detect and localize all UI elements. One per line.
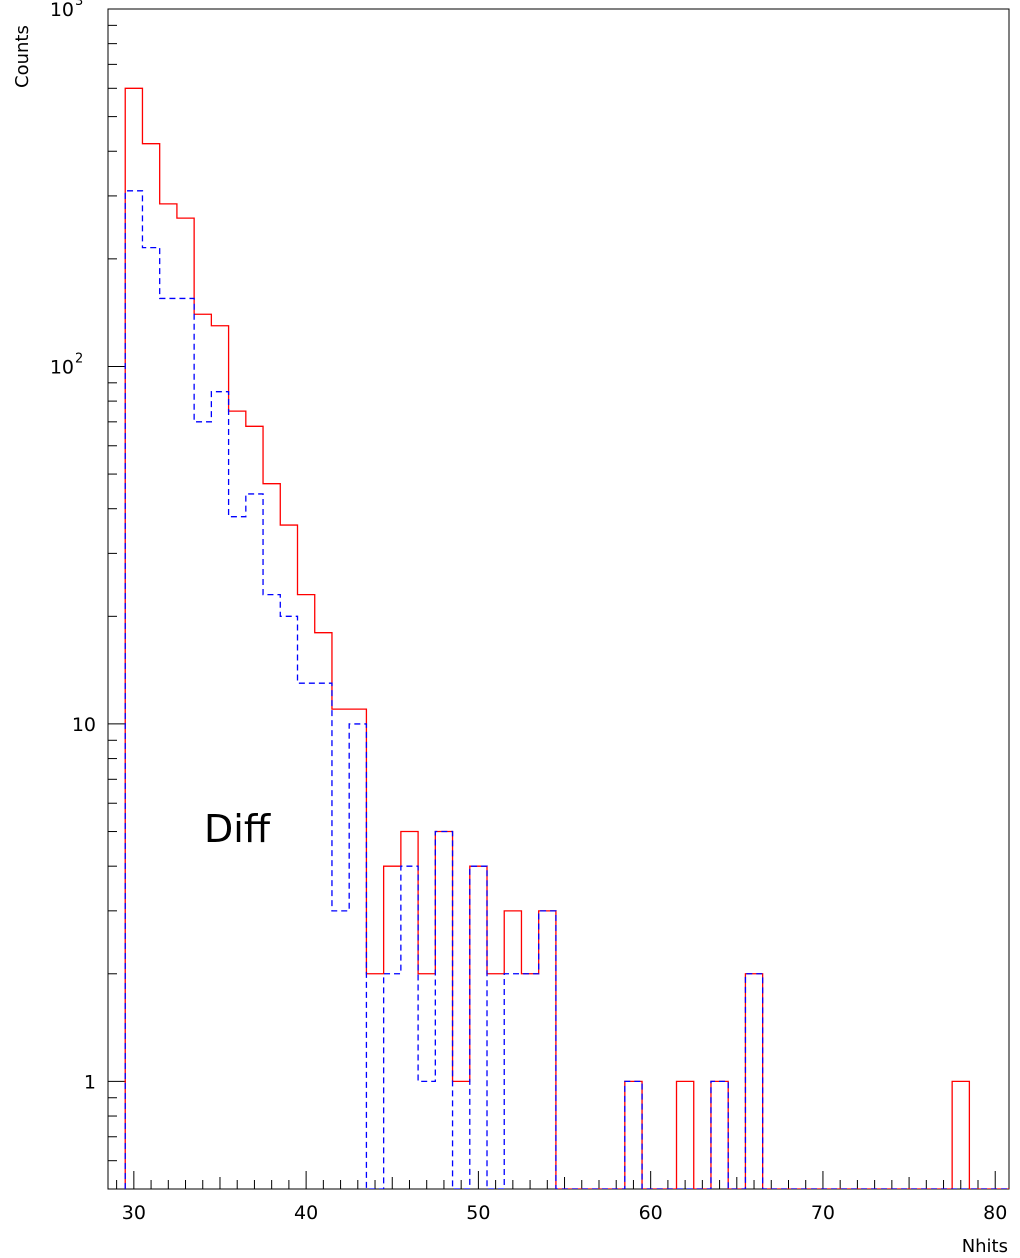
- x-tick-label: 70: [811, 1202, 835, 1224]
- y-axis-label: Counts: [12, 25, 33, 88]
- x-tick-label: 60: [639, 1202, 663, 1224]
- y-tick-label-exponent: 2: [75, 351, 83, 366]
- y-tick-label: 10: [50, 0, 74, 21]
- series-solid-red: [124, 87, 1009, 1189]
- y-tick-label-exponent: 3: [75, 0, 83, 9]
- x-tick-label: 80: [983, 1202, 1007, 1224]
- x-tick-label: 50: [466, 1202, 490, 1224]
- x-axis-label: Nhits: [962, 1236, 1008, 1257]
- y-tick-label: 10: [50, 356, 74, 378]
- plot-frame: [107, 8, 1010, 1190]
- axis-ticks: [108, 8, 996, 1190]
- data-series: [124, 87, 1009, 1189]
- diff-annotation: Diff: [204, 807, 271, 851]
- x-tick-label: 40: [294, 1202, 318, 1224]
- y-tick-label: 10: [72, 714, 96, 736]
- y-tick-label: 1: [84, 1071, 96, 1093]
- x-tick-label: 30: [122, 1202, 146, 1224]
- series-dashed-blue: [124, 190, 1009, 1189]
